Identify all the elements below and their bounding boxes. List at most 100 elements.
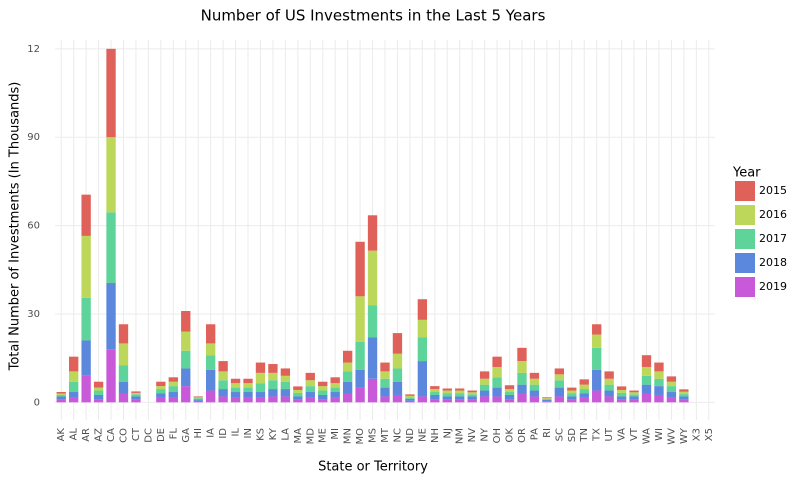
bar-segment <box>305 386 315 393</box>
bar-segment <box>156 397 166 403</box>
bar-segment <box>118 381 129 394</box>
x-tick-label: VT <box>629 427 640 441</box>
bar-segment <box>181 331 191 351</box>
bar-segment <box>218 361 228 372</box>
legend-label: 2016 <box>759 208 787 221</box>
bar-segment <box>330 387 340 393</box>
x-tick-label: MN <box>343 428 354 444</box>
bar-segment <box>280 375 291 382</box>
bar-segment <box>417 299 428 320</box>
bar-segment <box>181 368 191 387</box>
bar-segment <box>604 396 614 403</box>
bar-segment <box>442 393 452 397</box>
x-tick-label: IA <box>206 428 217 438</box>
bar-segment <box>81 340 91 376</box>
x-tick-label: NH <box>430 428 441 443</box>
bar-segment <box>654 386 664 395</box>
bar-segment <box>455 388 465 391</box>
x-tick-label: ND <box>405 428 416 443</box>
bar-segment <box>592 369 602 391</box>
bar-segment <box>131 399 141 403</box>
bar-segment <box>380 387 390 397</box>
bar-segment <box>131 396 141 400</box>
bar-segment <box>492 356 502 367</box>
bar-segment <box>293 392 303 397</box>
bar-segment <box>69 392 79 398</box>
y-tick-label: 0 <box>34 397 40 408</box>
bar-segment <box>405 397 415 399</box>
bar-segment <box>355 369 365 388</box>
bar-segment <box>168 386 178 393</box>
bar-segment <box>467 394 477 397</box>
x-tick-label: DE <box>156 428 167 442</box>
bar-segment <box>205 369 216 391</box>
bar-segment <box>442 399 452 403</box>
bar-segment <box>193 396 203 398</box>
legend-label: 2019 <box>759 280 787 293</box>
legend-swatch <box>735 229 755 249</box>
bar-segment <box>504 394 515 400</box>
bar-segment <box>592 390 602 403</box>
bar-segment <box>69 397 79 403</box>
bar-segment <box>318 381 328 387</box>
bar-segment <box>330 377 340 384</box>
bar-segment <box>567 396 577 400</box>
bar-segment <box>579 389 589 394</box>
bar-segment <box>69 371 79 382</box>
x-tick-label: SC <box>554 428 565 441</box>
legend-label: 2018 <box>759 256 787 269</box>
bar-segment <box>280 389 291 397</box>
x-tick-label: NV <box>467 428 478 442</box>
bar-segment <box>405 394 415 396</box>
bar-segment <box>567 390 577 394</box>
y-tick-label: 30 <box>27 309 40 320</box>
bar-segment <box>318 390 328 395</box>
bar-segment <box>305 372 315 381</box>
bar-segment <box>56 392 66 394</box>
bar-segment <box>293 389 303 393</box>
bar-segment <box>666 392 677 398</box>
bar-segment <box>330 383 340 388</box>
x-tick-label: IN <box>243 428 254 438</box>
bar-segment <box>318 399 328 403</box>
bar-segment <box>517 347 527 362</box>
bar-segment <box>243 378 253 384</box>
bar-segment <box>205 343 216 356</box>
bar-segment <box>168 397 178 403</box>
bar-segment <box>616 389 627 393</box>
bar-segment <box>93 387 104 391</box>
bar-segment <box>93 394 104 400</box>
bar-segment <box>529 378 540 385</box>
bar-segment <box>93 381 104 388</box>
bar-segment <box>666 376 677 382</box>
bar-segment <box>118 343 129 366</box>
bar-segment <box>430 392 440 395</box>
x-tick-label: NY <box>480 427 491 441</box>
bar-segment <box>405 398 415 401</box>
bar-segment <box>629 390 639 393</box>
bar-segment <box>330 397 340 403</box>
bar-segment <box>567 393 577 397</box>
bar-segment <box>492 387 502 397</box>
bar-segment <box>230 392 241 398</box>
bar-segment <box>193 398 203 400</box>
x-tick-label: WI <box>654 428 665 441</box>
bar-segment <box>554 380 565 388</box>
bar-segment <box>218 389 228 397</box>
bar-segment <box>218 396 228 403</box>
x-tick-label: X3 <box>691 428 702 441</box>
x-tick-label: MO <box>355 428 366 445</box>
bar-segment <box>243 397 253 403</box>
x-tick-label: DC <box>143 428 154 443</box>
bar-segment <box>181 350 191 369</box>
bar-segment <box>442 388 452 391</box>
x-tick-label: ME <box>318 428 329 443</box>
bar-segment <box>604 371 614 379</box>
x-tick-label: GA <box>181 428 192 443</box>
bar-segment <box>392 394 403 403</box>
x-tick-label: TX <box>592 428 603 442</box>
bar-segment <box>629 399 639 403</box>
bar-segment <box>367 305 378 338</box>
bar-segment <box>467 392 477 395</box>
bar-segment <box>517 372 527 385</box>
